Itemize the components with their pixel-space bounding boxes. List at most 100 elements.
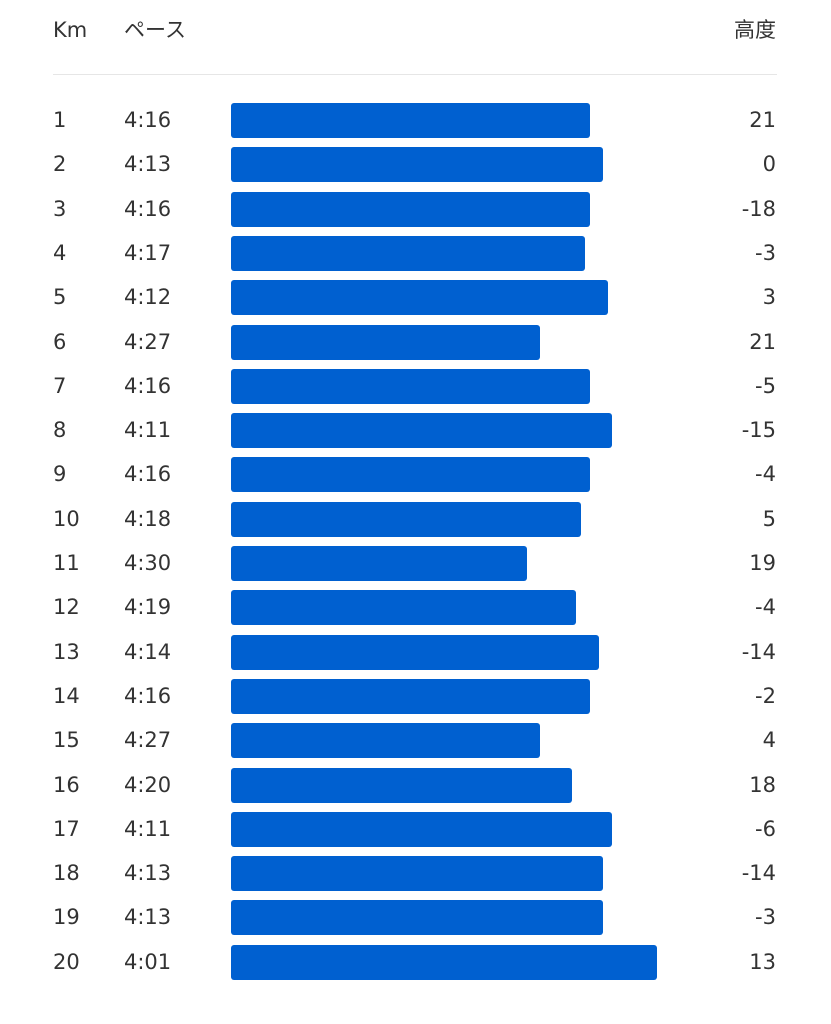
pace-bar	[231, 678, 590, 714]
pace-value: 4:17	[124, 240, 172, 265]
km-value: 12	[53, 595, 80, 620]
pace-value: 4:11	[124, 816, 172, 841]
pace-bar	[231, 501, 581, 537]
split-row: 20 4:01 13	[0, 940, 831, 984]
pace-bar	[231, 235, 585, 271]
altitude-value: -4	[755, 462, 776, 487]
pace-bar	[231, 900, 603, 936]
km-value: 8	[53, 418, 67, 443]
altitude-value: -3	[755, 240, 776, 265]
table-header: Km ペース 高度	[0, 0, 831, 75]
pace-value: 4:13	[124, 152, 172, 177]
altitude-column-header: 高度	[734, 18, 776, 42]
altitude-value: 5	[762, 506, 776, 531]
altitude-value: 21	[749, 108, 776, 132]
altitude-value: -18	[741, 196, 776, 221]
split-row: 19 4:13 -3	[0, 895, 831, 939]
km-value: 13	[53, 639, 80, 664]
pace-bar	[231, 944, 657, 980]
km-value: 10	[53, 506, 80, 531]
pace-value: 4:20	[124, 772, 172, 797]
altitude-value: 21	[749, 329, 776, 354]
km-value: 15	[53, 728, 80, 753]
km-value: 7	[53, 373, 67, 398]
km-value: 4	[53, 240, 67, 265]
km-value: 11	[53, 551, 80, 575]
split-row: 11 4:30 19	[0, 541, 831, 585]
pace-bar	[231, 368, 590, 404]
altitude-value: -2	[755, 683, 776, 708]
altitude-value: 3	[762, 285, 776, 310]
km-value: 17	[53, 816, 80, 841]
pace-value: 4:01	[124, 949, 172, 974]
split-row: 13 4:14 -14	[0, 630, 831, 674]
km-value: 6	[53, 329, 67, 354]
pace-value: 4:18	[124, 506, 172, 531]
pace-value: 4:12	[124, 285, 172, 310]
split-row: 9 4:16 -4	[0, 452, 831, 496]
split-row: 7 4:16 -5	[0, 364, 831, 408]
pace-column-header: ペース	[124, 18, 186, 42]
pace-value: 4:16	[124, 196, 172, 221]
pace-value: 4:30	[124, 551, 172, 575]
km-value: 14	[53, 683, 80, 708]
km-value: 16	[53, 772, 80, 797]
pace-bar	[231, 767, 572, 803]
pace-value: 4:16	[124, 683, 172, 708]
pace-value: 4:16	[124, 462, 172, 487]
km-value: 20	[53, 949, 80, 974]
split-row: 8 4:11 -15	[0, 408, 831, 452]
km-value: 18	[53, 861, 80, 886]
split-row: 16 4:20 18	[0, 763, 831, 807]
altitude-value: -6	[755, 816, 776, 841]
altitude-value: 0	[762, 152, 776, 177]
altitude-value: -14	[741, 639, 776, 664]
pace-value: 4:13	[124, 905, 172, 930]
pace-value: 4:27	[124, 728, 172, 753]
altitude-value: 13	[749, 949, 776, 974]
km-value: 9	[53, 462, 67, 487]
split-row: 2 4:13 0	[0, 142, 831, 186]
header-divider	[53, 74, 777, 75]
pace-bar	[231, 413, 612, 449]
pace-bar	[231, 191, 590, 227]
altitude-value: -5	[755, 373, 776, 398]
pace-value: 4:16	[124, 108, 172, 132]
pace-bar	[231, 856, 603, 892]
pace-bar	[231, 634, 599, 670]
pace-value: 4:27	[124, 329, 172, 354]
split-row: 14 4:16 -2	[0, 674, 831, 718]
altitude-value: -14	[741, 861, 776, 886]
pace-value: 4:13	[124, 861, 172, 886]
pace-bar	[231, 590, 576, 626]
km-value: 5	[53, 285, 67, 310]
altitude-value: -4	[755, 595, 776, 620]
pace-value: 4:14	[124, 639, 172, 664]
altitude-value: -3	[755, 905, 776, 930]
pace-bar	[231, 103, 590, 138]
altitude-value: 4	[762, 728, 776, 753]
pace-value: 4:11	[124, 418, 172, 443]
split-row: 18 4:13 -14	[0, 851, 831, 895]
pace-bar	[231, 280, 608, 316]
pace-bar	[231, 546, 527, 581]
km-column-header: Km	[53, 18, 88, 42]
pace-bar	[231, 723, 540, 759]
split-row: 6 4:27 21	[0, 320, 831, 364]
pace-bar	[231, 147, 603, 183]
pace-value: 4:19	[124, 595, 172, 620]
pace-bar	[231, 324, 540, 360]
km-value: 1	[53, 108, 67, 132]
altitude-value: -15	[741, 418, 776, 443]
split-row: 5 4:12 3	[0, 275, 831, 319]
split-row: 15 4:27 4	[0, 718, 831, 762]
altitude-value: 19	[749, 551, 776, 575]
km-value: 2	[53, 152, 67, 177]
pace-bar	[231, 457, 590, 493]
split-row: 4 4:17 -3	[0, 231, 831, 275]
split-row: 12 4:19 -4	[0, 585, 831, 629]
pace-value: 4:16	[124, 373, 172, 398]
split-row: 17 4:11 -6	[0, 807, 831, 851]
km-value: 19	[53, 905, 80, 930]
split-row: 3 4:16 -18	[0, 187, 831, 231]
